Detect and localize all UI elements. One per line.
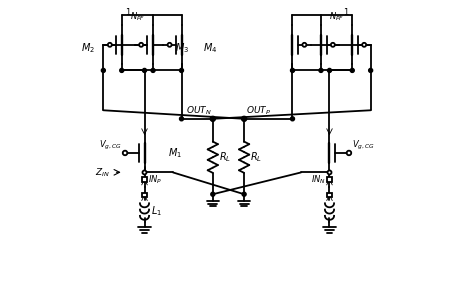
Circle shape [143,170,146,174]
Circle shape [123,151,128,155]
Text: $M_2$: $M_2$ [81,41,95,55]
Circle shape [302,43,306,47]
Text: $L_1$: $L_1$ [151,204,162,218]
Circle shape [168,43,172,47]
Circle shape [210,116,215,121]
Text: $1$: $1$ [343,6,349,17]
Bar [142,193,147,197]
Text: $OUT_P$: $OUT_P$ [246,104,271,116]
Circle shape [242,116,246,121]
Circle shape [346,151,351,155]
Circle shape [143,68,146,72]
Circle shape [362,43,366,47]
Text: $N_{PF}$: $N_{PF}$ [130,11,145,23]
Text: $M_3$: $M_3$ [175,41,189,55]
Circle shape [180,68,183,72]
Text: $R_L$: $R_L$ [219,150,231,164]
Circle shape [369,68,373,72]
Circle shape [242,192,246,196]
Circle shape [139,43,143,47]
Circle shape [108,43,112,47]
Circle shape [180,117,183,121]
Bar [142,177,147,182]
Text: $OUT_N$: $OUT_N$ [186,104,211,116]
Circle shape [319,68,323,72]
Circle shape [291,117,294,121]
Text: $R_L$: $R_L$ [250,150,263,164]
Circle shape [211,117,215,121]
Circle shape [331,43,335,47]
Text: $1$: $1$ [125,6,131,17]
Text: $V_{g,CG}$: $V_{g,CG}$ [100,139,122,152]
Circle shape [291,68,294,72]
Circle shape [211,192,215,196]
Text: $M_4$: $M_4$ [203,41,218,55]
Text: $IN_N$: $IN_N$ [311,173,326,186]
Circle shape [101,68,105,72]
Circle shape [242,117,246,121]
Circle shape [328,68,331,72]
Bar [327,193,332,197]
Text: $N_{PF}$: $N_{PF}$ [329,11,344,23]
Circle shape [151,68,155,72]
Text: $IN_P$: $IN_P$ [148,173,162,186]
Circle shape [350,68,354,72]
Circle shape [120,68,124,72]
Text: $Z_{IN}$: $Z_{IN}$ [94,166,109,178]
Circle shape [328,170,331,174]
Text: $V_{g,CG}$: $V_{g,CG}$ [352,139,374,152]
Bar [327,177,332,182]
Text: $M_1$: $M_1$ [168,146,182,160]
